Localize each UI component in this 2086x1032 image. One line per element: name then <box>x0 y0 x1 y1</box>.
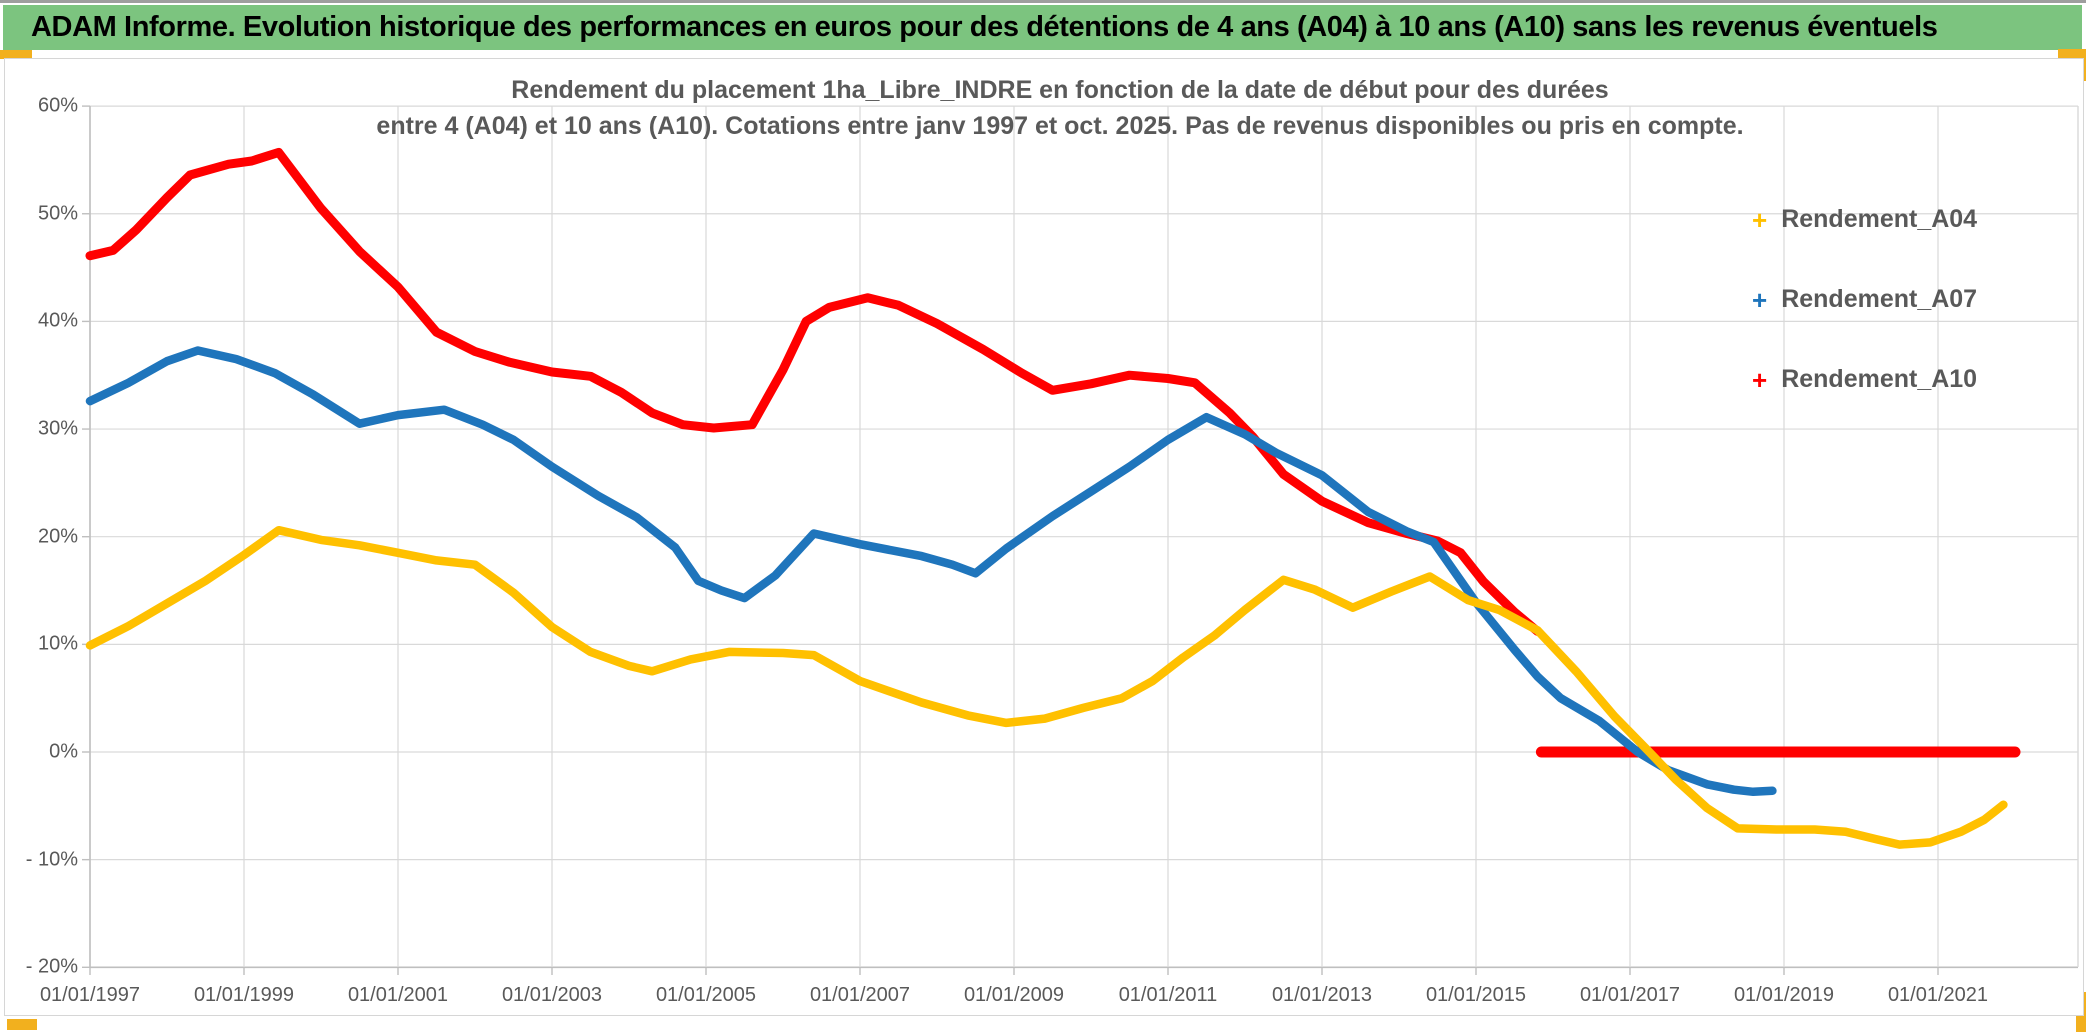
chart-title-line2: entre 4 (A04) et 10 ans (A10). Cotations… <box>376 112 1744 140</box>
chart-title-line1: Rendement du placement 1ha_Libre_INDRE e… <box>511 76 1609 104</box>
x-axis-tick-label: 01/01/2013 <box>1271 984 1373 1006</box>
legend-plus-icon: + <box>1752 284 1768 315</box>
series-line-rendement-a04[interactable] <box>85 525 2008 849</box>
gold-accent-top-right <box>2058 49 2086 59</box>
y-axis-tick-label: 20% <box>37 525 78 548</box>
legend-item-a04[interactable]: + Rendement_A04 <box>1752 205 1977 234</box>
legend-plus-icon: + <box>1752 204 1768 235</box>
x-axis-tick-label: 01/01/1997 <box>39 984 141 1006</box>
legend-item-label: Rendement_A10 <box>1781 365 1978 393</box>
legend-plus-icon: + <box>1752 364 1768 395</box>
gold-accent-top-left <box>0 50 32 59</box>
y-axis-tick-label: - 20% <box>25 955 78 978</box>
legend-item-a07[interactable]: + Rendement_A07 <box>1752 285 1977 314</box>
y-axis-tick-label: - 10% <box>25 848 78 871</box>
x-axis-tick-label: 01/01/2001 <box>347 984 449 1006</box>
x-axis-tick-label: 01/01/2017 <box>1579 984 1681 1006</box>
header-title: ADAM Informe. Evolution historique des p… <box>31 11 1938 43</box>
y-axis-tick-label: 0% <box>49 740 78 763</box>
y-axis-tick-label: 40% <box>37 309 78 332</box>
legend-item-a10[interactable]: + Rendement_A10 <box>1752 365 1977 394</box>
chart-title: Rendement du placement 1ha_Libre_INDRE e… <box>340 72 1780 144</box>
legend-item-label: Rendement_A07 <box>1781 285 1978 313</box>
x-axis-tick-label: 01/01/1999 <box>193 984 295 1006</box>
y-axis-tick-label: 50% <box>37 202 78 225</box>
x-axis-tick-label: 01/01/2007 <box>809 984 911 1006</box>
y-axis-tick-label: 30% <box>37 417 78 440</box>
series-line-rendement-a07[interactable] <box>85 346 1777 797</box>
x-axis-tick-label: 01/01/2011 <box>1118 984 1218 1006</box>
x-axis-tick-label: 01/01/2015 <box>1425 984 1527 1006</box>
x-axis-tick-label: 01/01/2019 <box>1733 984 1835 1006</box>
gold-accent-bottom-left <box>7 1019 37 1030</box>
y-axis-tick-label: 60% <box>37 94 78 117</box>
x-axis-tick-label: 01/01/2021 <box>1887 984 1989 1006</box>
x-axis-tick-label: 01/01/2009 <box>963 984 1065 1006</box>
legend-item-label: Rendement_A04 <box>1781 205 1978 233</box>
y-axis-tick-label: 10% <box>37 632 78 655</box>
x-axis-tick-label: 01/01/2005 <box>655 984 757 1006</box>
window-top-border <box>0 0 2086 3</box>
x-axis-tick-label: 01/01/2003 <box>501 984 603 1006</box>
series-line-rendement-a10[interactable] <box>85 147 1543 636</box>
header-bar: ADAM Informe. Evolution historique des p… <box>3 5 2082 50</box>
